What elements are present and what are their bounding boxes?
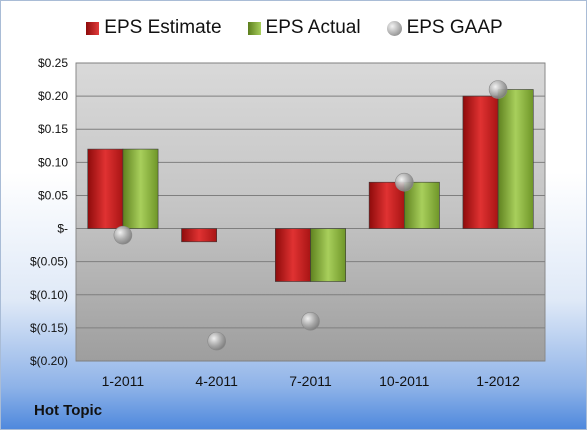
x-tick-label: 4-2011 — [195, 373, 238, 389]
legend-label-estimate: EPS Estimate — [104, 17, 222, 38]
y-tick-label: $0.20 — [38, 89, 68, 103]
y-tick-label: $(0.15) — [30, 321, 68, 335]
legend-item-gaap: EPS GAAP — [386, 17, 503, 39]
x-tick-label: 1-2011 — [102, 373, 145, 389]
eps-estimate-bar — [181, 228, 217, 243]
legend: EPS Estimate EPS Actual EPS GAAP — [1, 17, 586, 39]
legend-item-actual: EPS Actual — [247, 17, 361, 39]
eps-actual-bar — [497, 89, 534, 229]
eps-actual-bar — [310, 228, 346, 282]
x-tick-label: 7-2011 — [289, 373, 332, 389]
y-tick-label: $(0.10) — [30, 288, 68, 302]
y-tick-label: $0.05 — [38, 188, 68, 202]
y-tick-label: $0.10 — [38, 155, 68, 169]
legend-item-estimate: EPS Estimate — [86, 17, 222, 39]
legend-swatch-gaap — [386, 20, 402, 36]
company-label: Hot Topic — [34, 402, 103, 419]
eps-estimate-bar — [87, 148, 124, 229]
eps-gaap-point — [113, 225, 133, 245]
y-tick-label: $0.25 — [38, 56, 68, 70]
eps-gaap-point — [301, 311, 320, 331]
y-tick-label: $- — [57, 222, 68, 236]
legend-swatch-actual — [247, 21, 261, 35]
eps-actual-bar — [403, 181, 440, 229]
y-tick-label: $0.15 — [38, 122, 68, 136]
eps-gaap-point — [207, 331, 226, 351]
legend-swatch-estimate — [86, 21, 100, 35]
eps-actual-bar — [122, 148, 159, 229]
y-tick-label: $(0.20) — [30, 354, 68, 368]
x-tick-label: 1-2012 — [476, 373, 520, 389]
eps-estimate-bar — [462, 95, 499, 229]
x-tick-label: 10-2011 — [379, 373, 430, 389]
eps-gaap-point — [394, 172, 414, 192]
y-tick-label: $(0.05) — [30, 255, 68, 269]
legend-label-actual: EPS Actual — [265, 17, 361, 38]
eps-gaap-point — [488, 80, 508, 99]
legend-label-gaap: EPS GAAP — [406, 17, 503, 38]
eps-estimate-bar — [275, 228, 311, 282]
eps-estimate-bar — [368, 181, 405, 229]
